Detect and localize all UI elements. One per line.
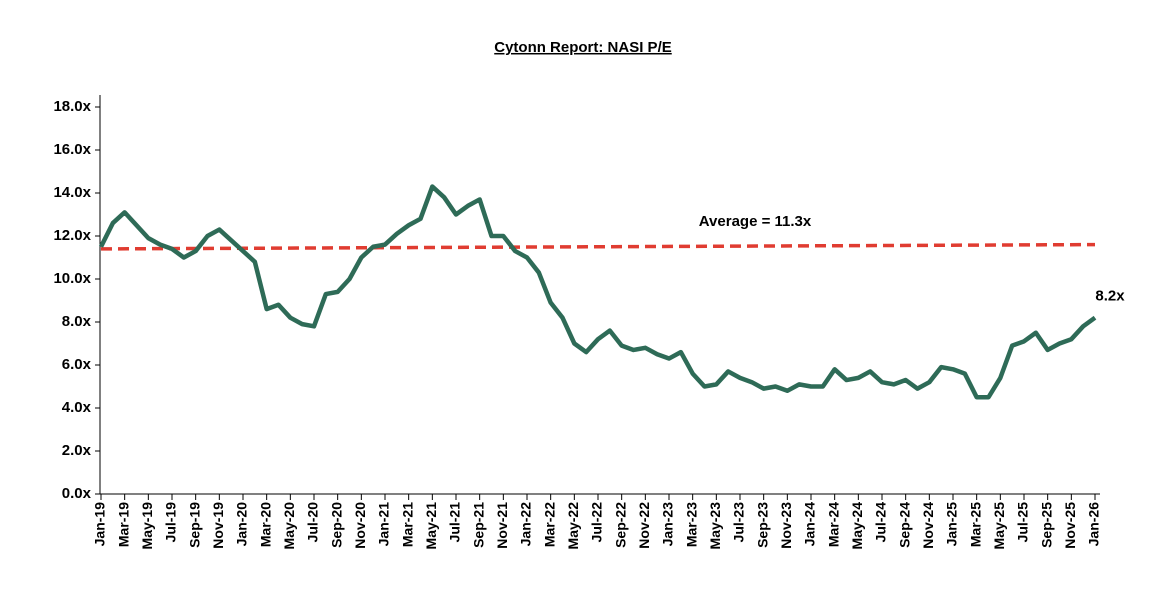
x-tick-label: Jan-22 (518, 502, 534, 547)
end-label: 8.2x (1095, 288, 1125, 305)
y-tick-label: 8.0x (62, 313, 92, 330)
x-tick-label: Jul-21 (447, 502, 463, 543)
x-tick-label: May-25 (991, 502, 1007, 550)
x-tick-label: Jul-23 (731, 502, 747, 543)
x-tick-label: Sep-20 (328, 502, 344, 548)
x-tick-label: Nov-19 (210, 502, 226, 549)
x-tick-label: Jul-22 (589, 502, 605, 543)
x-tick-label: Mar-19 (115, 502, 131, 547)
chart-title: Cytonn Report: NASI P/E (494, 39, 672, 56)
x-tick-label: May-20 (281, 502, 297, 550)
x-tick-label: Nov-23 (778, 502, 794, 549)
x-tick-label: Jan-20 (234, 502, 250, 547)
x-tick-label: May-24 (849, 502, 865, 550)
x-tick-label: Jul-25 (1015, 502, 1031, 543)
x-tick-label: Sep-23 (754, 502, 770, 548)
y-tick-label: 16.0x (53, 141, 91, 158)
y-tick-label: 6.0x (62, 356, 92, 373)
x-tick-label: Mar-24 (825, 502, 841, 547)
x-tick-label: Sep-21 (470, 502, 486, 548)
x-tick-label: Jan-26 (1086, 502, 1102, 547)
x-tick-label: Nov-20 (352, 502, 368, 549)
average-label: Average = 11.3x (699, 213, 812, 230)
y-tick-label: 4.0x (62, 399, 92, 416)
x-tick-label: May-21 (423, 502, 439, 550)
x-tick-label: Jan-25 (944, 502, 960, 547)
x-tick-label: Mar-23 (683, 502, 699, 547)
x-tick-label: Jan-19 (92, 502, 108, 547)
x-tick-label: Jan-24 (802, 502, 818, 547)
x-tick-label: Jul-20 (305, 502, 321, 543)
x-tick-label: Jul-19 (163, 502, 179, 543)
x-tick-label: Mar-20 (257, 502, 273, 547)
x-tick-label: Nov-24 (920, 502, 936, 549)
x-tick-label: Mar-21 (399, 502, 415, 547)
y-tick-label: 10.0x (53, 270, 91, 287)
x-tick-label: Jan-21 (376, 502, 392, 547)
x-tick-label: Sep-19 (186, 502, 202, 548)
data-line (98, 184, 1097, 400)
x-tick-label: Jul-24 (873, 502, 889, 543)
x-tick-label: Mar-22 (541, 502, 557, 547)
y-tick-label: 0.0x (62, 485, 92, 502)
x-tick-label: Nov-22 (636, 502, 652, 549)
average-line (100, 242, 1096, 251)
x-tick-label: Jan-23 (660, 502, 676, 547)
x-tick-label: Mar-25 (967, 502, 983, 547)
y-tick-label: 2.0x (62, 442, 92, 459)
x-tick-label: Sep-22 (612, 502, 628, 548)
y-tick-label: 18.0x (53, 98, 91, 115)
x-tick-label: May-22 (565, 502, 581, 550)
x-tick-label: Nov-21 (494, 502, 510, 549)
x-tick-label: May-19 (139, 502, 155, 550)
y-tick-label: 12.0x (53, 227, 91, 244)
x-tick-label: Nov-25 (1062, 502, 1078, 549)
x-tick-label: Sep-25 (1038, 502, 1054, 548)
x-tick-label: May-23 (707, 502, 723, 550)
y-tick-label: 14.0x (53, 184, 91, 201)
x-tick-label: Sep-24 (896, 502, 912, 548)
